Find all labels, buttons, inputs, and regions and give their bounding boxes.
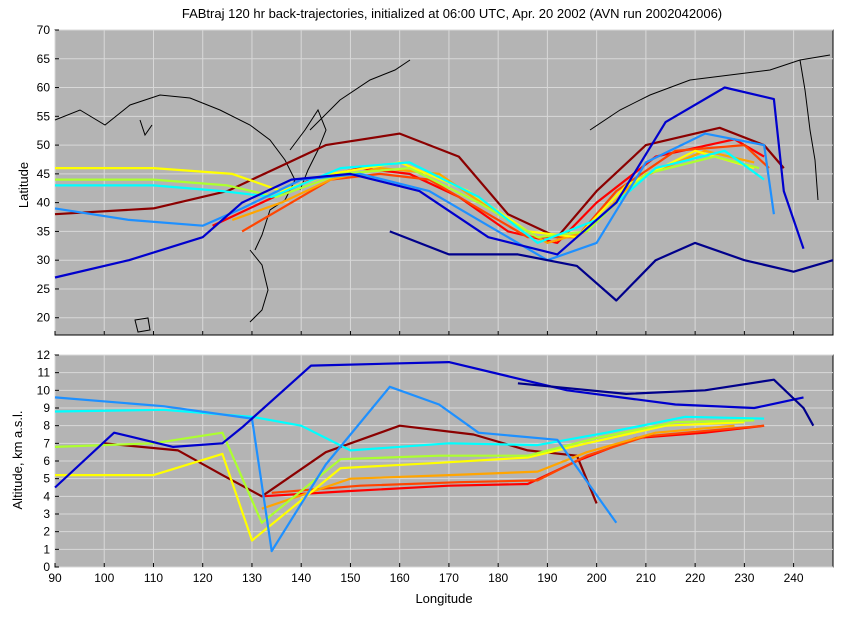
- altitude-x-tick-label: 160: [390, 571, 410, 585]
- map-y-tick-label: 35: [37, 224, 51, 238]
- altitude-y-tick-label: 0: [43, 560, 50, 574]
- north-america-coast: [799, 59, 819, 201]
- altitude-y-axis-label: Altitude, km a.s.l.: [10, 411, 25, 510]
- altitude-x-tick-label: 100: [94, 571, 114, 585]
- map-y-tick-label: 30: [37, 253, 51, 267]
- altitude-y-tick-label: 2: [43, 525, 50, 539]
- map-y-tick-label: 55: [37, 109, 51, 123]
- altitude-x-tick-label: 230: [734, 571, 754, 585]
- map-trajectory-7: [54, 132, 775, 262]
- altitude-x-tick-label: 170: [439, 571, 459, 585]
- altitude-x-tick-label: 140: [291, 571, 311, 585]
- map-y-axis-label: Latitude: [16, 162, 31, 208]
- altitude-x-tick-label: 220: [685, 571, 705, 585]
- altitude-y-tick-label: 8: [43, 419, 50, 433]
- chart-title: FABtraj 120 hr back-trajectories, initia…: [182, 6, 722, 21]
- altitude-x-tick-label: 200: [587, 571, 607, 585]
- island-1: [139, 119, 153, 137]
- altitude-trajectory-4: [55, 421, 745, 542]
- altitude-trajectory-5: [54, 419, 755, 524]
- altitude-x-tick-label: 120: [193, 571, 213, 585]
- altitude-x-tick-label: 130: [242, 571, 262, 585]
- map-x-ticks: [54, 331, 795, 335]
- map-y-tick-label: 60: [37, 81, 51, 95]
- altitude-y-tick-label: 10: [37, 383, 51, 397]
- map-panel: 20 25 30 35 40 45 50 55 60 65 70 Latitude: [16, 23, 834, 336]
- map-y-tick-label: 45: [37, 167, 51, 181]
- map-grid: [54, 29, 833, 335]
- altitude-x-ticks: 90 100 110 120 130 140 150 160 170 180 190 200 210 22…: [48, 563, 804, 585]
- altitude-x-tick-label: 240: [784, 571, 804, 585]
- altitude-x-tick-label: 150: [340, 571, 360, 585]
- altitude-y-tick-label: 5: [43, 472, 50, 486]
- altitude-y-tick-label: 11: [38, 366, 51, 380]
- altitude-trajectory-7: [54, 385, 618, 553]
- altitude-y-tick-label: 4: [43, 489, 50, 503]
- x-axis-label: Longitude: [415, 591, 472, 606]
- map-y-ticks: 20 25 30 35 40 45 50 55 60 65 70: [37, 23, 59, 325]
- altitude-trajectories: [54, 361, 815, 553]
- altitude-y-tick-label: 12: [37, 348, 51, 362]
- china-coast: [249, 249, 269, 323]
- map-y-tick-label: 20: [37, 311, 51, 325]
- altitude-x-tick-label: 180: [488, 571, 508, 585]
- map-y-tick-label: 25: [37, 282, 51, 296]
- altitude-trajectory-0: [104, 424, 598, 504]
- coastline-outline: [54, 54, 831, 333]
- altitude-x-tick-label: 210: [636, 571, 656, 585]
- siberia-coast: [309, 59, 411, 131]
- map-trajectory-5: [55, 155, 760, 239]
- map-y-tick-label: 65: [37, 52, 51, 66]
- altitude-x-tick-label: 110: [144, 571, 163, 585]
- altitude-trajectory-3: [261, 424, 735, 510]
- altitude-x-tick-label: 190: [537, 571, 557, 585]
- asia-coast: [54, 94, 296, 251]
- map-trajectory-8: [54, 86, 805, 279]
- map-trajectory-6: [55, 149, 765, 244]
- map-y-tick-label: 40: [37, 196, 51, 210]
- altitude-y-tick-label: 1: [43, 542, 50, 556]
- altitude-y-tick-label: 6: [43, 454, 50, 468]
- taiwan-island: [134, 317, 151, 333]
- map-y-tick-label: 50: [37, 138, 51, 152]
- altitude-y-tick-label: 9: [43, 401, 50, 415]
- altitude-panel: 90 100 110 120 130 140 150 160 170 180 190 200 210 22…: [10, 348, 834, 606]
- map-y-tick-label: 70: [37, 23, 51, 37]
- altitude-trajectory-2: [271, 424, 765, 494]
- map-trajectories: [54, 86, 834, 302]
- altitude-y-tick-label: 3: [43, 507, 50, 521]
- altitude-y-tick-label: 7: [43, 436, 50, 450]
- map-trajectory-4: [55, 149, 755, 239]
- altitude-trajectory-9: [517, 378, 815, 427]
- korea-coast: [289, 108, 327, 191]
- map-trajectory-9: [389, 230, 834, 302]
- altitude-x-tick-label: 90: [48, 571, 62, 585]
- alaska-coast: [589, 54, 831, 131]
- altitude-trajectory-8: [54, 361, 804, 489]
